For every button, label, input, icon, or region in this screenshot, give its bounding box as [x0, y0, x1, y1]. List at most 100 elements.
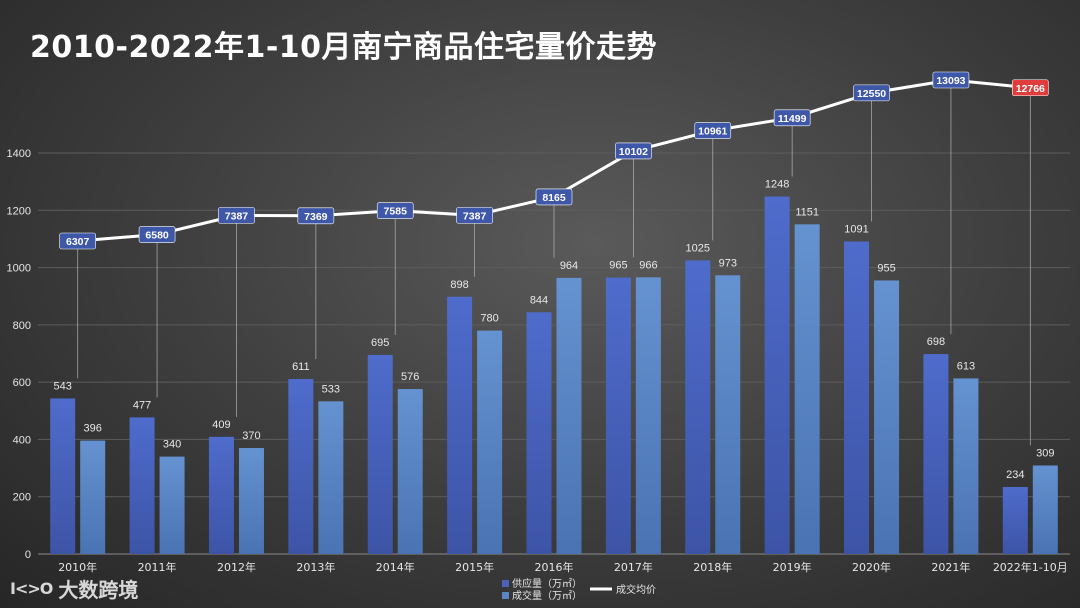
x-tick-label: 2013年 — [296, 560, 335, 574]
y-tick-label: 1000 — [7, 263, 31, 275]
price-label-box — [932, 71, 970, 89]
bar-deal-label: 396 — [84, 423, 102, 435]
legend-supply-label: 供应量（万㎡） — [512, 577, 582, 590]
brand-name: 大数跨境 — [58, 578, 139, 602]
price-label: 7387 — [463, 210, 487, 222]
bar-deal-label: 966 — [639, 259, 657, 271]
bar-supply — [764, 196, 790, 554]
legend-deal-swatch — [502, 592, 509, 599]
bar-supply-label: 898 — [450, 279, 468, 291]
bar-supply — [923, 354, 949, 554]
brand-logo-icon: I<>O — [10, 579, 53, 598]
price-label: 11499 — [778, 113, 807, 125]
bar-supply-label: 695 — [371, 337, 389, 349]
legend-price-label: 成交均价 — [616, 583, 656, 596]
price-label-box — [853, 84, 890, 102]
price-label: 12550 — [857, 88, 886, 100]
price-label-box — [773, 109, 811, 127]
bar-deal-label: 973 — [719, 257, 737, 269]
x-tick-label: 2018年 — [693, 560, 732, 574]
price-label: 13093 — [936, 75, 965, 87]
x-tick-label: 2021年 — [931, 560, 970, 574]
bar-deal — [159, 456, 185, 554]
brand-watermark: I<>O 大数跨境 — [10, 574, 138, 603]
price-label: 7585 — [384, 206, 408, 218]
bar-supply — [288, 378, 314, 554]
bar-supply-label: 1248 — [765, 179, 789, 191]
x-tick-label: 2019年 — [773, 560, 812, 574]
price-label: 6307 — [66, 236, 90, 248]
bar-supply-label: 1025 — [686, 242, 710, 254]
bar-deal-label: 955 — [877, 262, 895, 274]
x-tick-label: 2010年 — [58, 560, 97, 574]
x-tick-label: 2011年 — [138, 560, 177, 574]
bar-supply — [605, 277, 631, 554]
bar-supply-label: 844 — [530, 294, 548, 306]
bar-supply-label: 1091 — [844, 224, 868, 236]
x-tick-label: 2015年 — [455, 560, 494, 574]
bar-supply — [685, 260, 711, 554]
bar-supply — [844, 241, 870, 555]
y-tick-label: 0 — [25, 549, 31, 561]
price-label: 7369 — [304, 211, 328, 223]
bar-deal — [318, 401, 344, 554]
price-label: 8165 — [542, 192, 566, 204]
bar-deal — [953, 378, 979, 554]
bar-supply — [526, 312, 552, 554]
bar-supply-label: 234 — [1006, 469, 1024, 481]
price-label-box — [1012, 79, 1049, 97]
x-tick-label: 2014年 — [376, 560, 415, 574]
x-tick-label: 2016年 — [535, 560, 574, 574]
price-label-box — [456, 207, 493, 224]
bar-deal-label: 576 — [401, 371, 419, 383]
bar-supply — [447, 296, 473, 554]
bar-supply — [208, 436, 234, 554]
price-label: 10102 — [619, 146, 648, 158]
bar-supply-label: 477 — [133, 399, 151, 411]
bar-deal — [794, 224, 820, 554]
price-label: 7387 — [225, 210, 249, 222]
bar-deal-label: 370 — [242, 430, 260, 442]
bar-deal — [556, 277, 582, 554]
price-label-box — [694, 122, 732, 139]
y-tick-label: 400 — [13, 434, 31, 446]
bar-deal — [477, 330, 503, 554]
legend-deal-label: 成交量（万㎡） — [512, 589, 582, 602]
bar-deal-label: 1151 — [795, 206, 819, 218]
price-label-box — [138, 226, 176, 243]
price-label-box — [376, 202, 414, 219]
price-label-box — [615, 142, 652, 160]
bar-deal — [715, 275, 741, 554]
bar-deal — [874, 280, 900, 554]
bar-deal — [1032, 465, 1058, 554]
y-tick-label: 1200 — [7, 205, 31, 217]
bar-deal-label: 340 — [163, 439, 181, 451]
price-label: 12766 — [1016, 83, 1045, 95]
bar-supply-label: 698 — [927, 336, 945, 348]
y-tick-label: 200 — [13, 492, 31, 504]
legend-supply-swatch — [502, 580, 509, 587]
bar-supply-label: 543 — [54, 380, 72, 392]
y-tick-label: 600 — [13, 377, 31, 389]
bar-supply — [129, 417, 155, 554]
price-label-box — [59, 232, 96, 250]
bar-deal-label: 964 — [560, 260, 578, 272]
bar-supply — [367, 354, 393, 554]
bar-deal-label: 613 — [957, 360, 975, 372]
bar-supply-label: 965 — [609, 260, 627, 272]
bar-deal — [635, 277, 661, 554]
bar-deal-label: 780 — [480, 313, 498, 325]
x-tick-label: 2022年1-10月 — [993, 560, 1068, 574]
bar-deal — [397, 389, 423, 554]
bar-deal — [80, 440, 106, 554]
bar-deal-label: 533 — [322, 383, 340, 395]
y-tick-label: 1400 — [7, 148, 31, 160]
price-label: 6580 — [145, 230, 169, 242]
bar-supply-label: 611 — [292, 361, 310, 373]
bar-supply-label: 409 — [212, 419, 230, 431]
bar-deal — [238, 448, 264, 554]
y-tick-label: 800 — [13, 320, 31, 332]
bar-supply — [50, 398, 76, 554]
price-label-box — [297, 207, 335, 225]
